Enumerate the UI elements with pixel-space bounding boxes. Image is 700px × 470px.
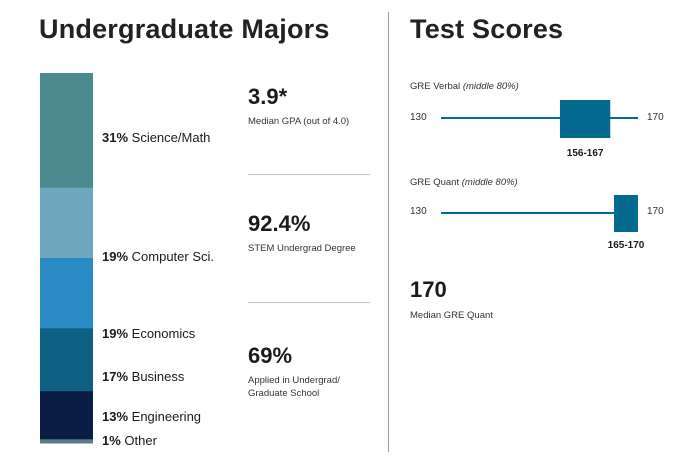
gre-min-label: 130 xyxy=(410,112,427,123)
gre-quant-note: (middle 80%) xyxy=(461,177,518,188)
gre-min-label: 130 xyxy=(410,206,427,217)
stat-gpa: 3.9* Median GPA (out of 4.0) xyxy=(248,86,378,129)
majors-label-percent: 19% xyxy=(102,326,129,341)
gre-range-box xyxy=(614,195,638,232)
gre-range-label: 165-170 xyxy=(607,240,645,251)
majors-label-name: Other xyxy=(120,433,157,448)
stat-divider-1 xyxy=(248,174,370,175)
majors-label-name: Science/Math xyxy=(128,130,211,145)
majors-label-name: Computer Sci. xyxy=(128,249,215,264)
majors-segment-business xyxy=(40,328,93,392)
majors-segment-engineering xyxy=(40,391,93,440)
stat-applied: 69% Applied in Undergrad/ Graduate Schoo… xyxy=(248,345,366,401)
majors-label: 13% Engineering xyxy=(102,409,201,424)
gre-range-box xyxy=(559,100,611,138)
majors-segment-computer-sci xyxy=(40,187,93,259)
majors-label-name: Engineering xyxy=(128,409,202,424)
median-gre-label: Median GRE Quant xyxy=(410,310,493,321)
stat-applied-value: 69% xyxy=(248,343,293,368)
test-scores-title: Test Scores xyxy=(410,14,564,44)
stat-divider-2 xyxy=(248,302,370,303)
majors-label-name: Business xyxy=(128,369,185,384)
majors-label: 1% Other xyxy=(102,433,157,448)
gre-max-label: 170 xyxy=(647,112,664,123)
stat-stem: 92.4% STEM Undergrad Degree xyxy=(248,213,378,256)
gre-verbal-label: GRE Verbal (middle 80%) xyxy=(410,81,519,92)
median-gre: 170 Median GRE Quant xyxy=(410,277,493,322)
majors-label: 17% Business xyxy=(102,369,184,384)
gre-quant-label: GRE Quant (middle 80%) xyxy=(410,177,518,188)
stat-applied-label: Applied in Undergrad/ Graduate School xyxy=(248,375,340,399)
majors-label-percent: 13% xyxy=(102,409,129,424)
majors-label-percent: 19% xyxy=(102,249,129,264)
gre-range-label: 156-167 xyxy=(566,148,604,159)
majors-label-percent: 31% xyxy=(102,130,129,145)
majors-label: 31% Science/Math xyxy=(102,130,210,145)
stat-stem-label: STEM Undergrad Degree xyxy=(248,243,356,254)
gre-max-label: 170 xyxy=(647,206,664,217)
majors-segment-other xyxy=(40,439,93,444)
majors-label: 19% Economics xyxy=(102,326,195,341)
gre-verbal-note: (middle 80%) xyxy=(462,81,519,92)
stat-gpa-label: Median GPA (out of 4.0) xyxy=(248,116,350,127)
majors-label-name: Economics xyxy=(128,326,196,341)
gre-quant-name: GRE Quant xyxy=(410,177,460,188)
majors-segment-economics xyxy=(40,258,93,329)
majors-label: 19% Computer Sci. xyxy=(102,249,214,264)
gre-verbal-name: GRE Verbal xyxy=(410,81,461,92)
median-gre-value: 170 xyxy=(410,277,447,302)
stat-stem-value: 92.4% xyxy=(248,211,311,236)
majors-label-percent: 1% xyxy=(102,433,121,448)
majors-title: Undergraduate Majors xyxy=(39,14,330,44)
majors-label-percent: 17% xyxy=(102,369,129,384)
vertical-divider xyxy=(388,12,389,452)
majors-segment-science-math xyxy=(40,73,93,189)
stat-gpa-value: 3.9* xyxy=(248,84,288,109)
